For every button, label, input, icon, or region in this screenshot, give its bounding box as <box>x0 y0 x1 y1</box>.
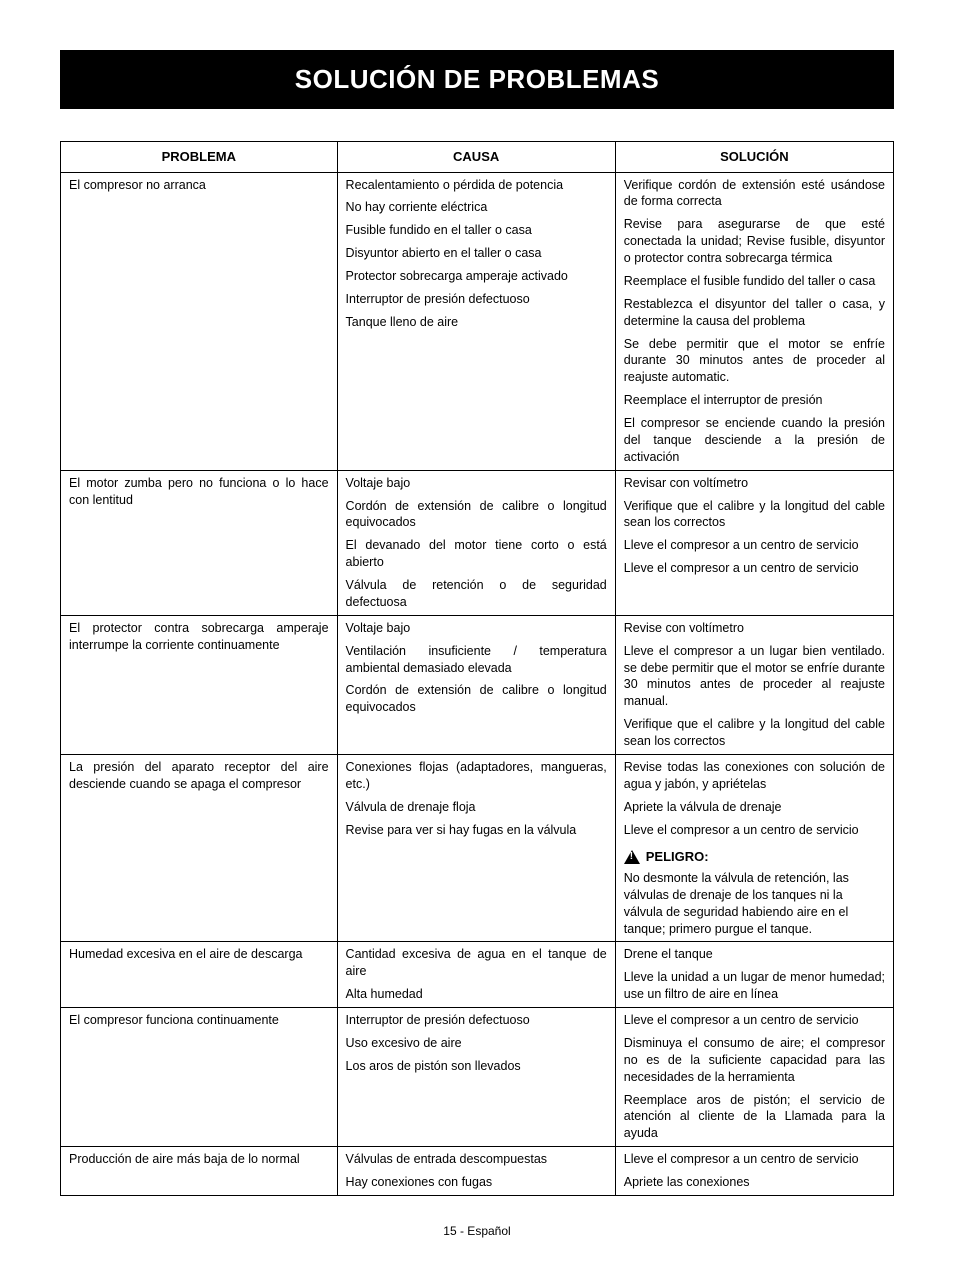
causa-item: Cantidad excesiva de agua en el tanque d… <box>346 946 607 980</box>
causa-item: Voltaje bajo <box>346 475 607 492</box>
solucion-item: Revise con voltímetro <box>624 620 885 637</box>
cell-solucion: Revise con voltímetro Lleve el compresor … <box>615 615 893 754</box>
col-header-problema: PROBLEMA <box>61 142 338 173</box>
cell-causa: Conexiones flojas (adaptadores, manguera… <box>337 754 615 942</box>
causa-item: Los aros de pistón son llevados <box>346 1058 607 1075</box>
solucion-item: Restablezca el disyuntor del taller o ca… <box>624 296 885 330</box>
solucion-item: Apriete las conexiones <box>624 1174 885 1191</box>
warning-header: PELIGRO: <box>624 848 885 866</box>
solucion-item: Reemplace el fusible fundido del taller … <box>624 273 885 290</box>
solucion-item: Revise para asegurarse de que esté conec… <box>624 216 885 267</box>
causa-item: Fusible fundido en el taller o casa <box>346 222 607 239</box>
warning-triangle-icon <box>624 850 640 864</box>
col-header-solucion: SOLUCIÓN <box>615 142 893 173</box>
solucion-item: Revisar con voltímetro <box>624 475 885 492</box>
solucion-item: Reemplace el interruptor de presión <box>624 392 885 409</box>
page-title: SOLUCIÓN DE PROBLEMAS <box>60 50 894 109</box>
document-page: SOLUCIÓN DE PROBLEMAS PROBLEMA CAUSA SOL… <box>0 0 954 1268</box>
cell-problema: El compresor no arranca <box>61 172 338 470</box>
causa-item: Cordón de extensión de calibre o longitu… <box>346 498 607 532</box>
solucion-item: Lleve el compresor a un centro de servic… <box>624 1012 885 1029</box>
solucion-item: Verifique que el calibre y la longitud d… <box>624 498 885 532</box>
causa-item: Tanque lleno de aire <box>346 314 607 331</box>
causa-item: Interruptor de presión defectuoso <box>346 291 607 308</box>
cell-problema: Humedad excesiva en el aire de descarga <box>61 942 338 1008</box>
cell-solucion: Verifique cordón de extensión esté usánd… <box>615 172 893 470</box>
causa-item: Válvulas de entrada descompuestas <box>346 1151 607 1168</box>
causa-item: Voltaje bajo <box>346 620 607 637</box>
table-row: La presión del aparato receptor del aire… <box>61 754 894 942</box>
causa-item: Protector sobrecarga amperaje activado <box>346 268 607 285</box>
solucion-item: Drene el tanque <box>624 946 885 963</box>
cell-solucion: Drene el tanque Lleve la unidad a un luga… <box>615 942 893 1008</box>
solucion-item: Verifique cordón de extensión esté usánd… <box>624 177 885 211</box>
page-footer: 15 - Español <box>60 1224 894 1238</box>
causa-item: Recalentamiento o pérdida de potencia <box>346 177 607 194</box>
causa-item: Cordón de extensión de calibre o longitu… <box>346 682 607 716</box>
table-row: El protector contra sobrecarga amperaje … <box>61 615 894 754</box>
warning-text: No desmonte la válvula de retención, las… <box>624 870 885 938</box>
solucion-item: Lleve el compresor a un centro de servic… <box>624 537 885 554</box>
table-row: Humedad excesiva en el aire de descargaC… <box>61 942 894 1008</box>
cell-causa: Voltaje bajo Ventilación insuficiente / t… <box>337 615 615 754</box>
causa-item: No hay corriente eléctrica <box>346 199 607 216</box>
col-header-causa: CAUSA <box>337 142 615 173</box>
cell-solucion: Revisar con voltímetro Verifique que el c… <box>615 470 893 615</box>
solucion-item: Se debe permitir que el motor se enfríe … <box>624 336 885 387</box>
solucion-item: Verifique que el calibre y la longitud d… <box>624 716 885 750</box>
cell-causa: Interruptor de presión defectuoso Uso exc… <box>337 1008 615 1147</box>
cell-causa: Voltaje bajo Cordón de extensión de calib… <box>337 470 615 615</box>
causa-item: Disyuntor abierto en el taller o casa <box>346 245 607 262</box>
causa-item: Válvula de drenaje floja <box>346 799 607 816</box>
solucion-item: Disminuya el consumo de aire; el compres… <box>624 1035 885 1086</box>
table-body: El compresor no arrancaRecalentamiento o… <box>61 172 894 1195</box>
cell-causa: Recalentamiento o pérdida de potencia No … <box>337 172 615 470</box>
causa-item: Revise para ver si hay fugas en la válvu… <box>346 822 607 839</box>
solucion-item: El compresor se enciende cuando la presi… <box>624 415 885 466</box>
cell-problema: El motor zumba pero no funciona o lo hac… <box>61 470 338 615</box>
table-row: El motor zumba pero no funciona o lo hac… <box>61 470 894 615</box>
causa-item: Uso excesivo de aire <box>346 1035 607 1052</box>
troubleshooting-table: PROBLEMA CAUSA SOLUCIÓN El compresor no … <box>60 141 894 1196</box>
cell-solucion: Lleve el compresor a un centro de servic… <box>615 1008 893 1147</box>
causa-item: Interruptor de presión defectuoso <box>346 1012 607 1029</box>
cell-problema: El protector contra sobrecarga amperaje … <box>61 615 338 754</box>
cell-causa: Válvulas de entrada descompuestas Hay con… <box>337 1147 615 1196</box>
warning-label: PELIGRO: <box>646 848 709 866</box>
solucion-item: Revise todas las conexiones con solución… <box>624 759 885 793</box>
causa-item: Alta humedad <box>346 986 607 1003</box>
solucion-item: Lleve la unidad a un lugar de menor hume… <box>624 969 885 1003</box>
causa-item: Conexiones flojas (adaptadores, manguera… <box>346 759 607 793</box>
solucion-item: Lleve el compresor a un centro de servic… <box>624 560 885 577</box>
table-row: El compresor funciona continuamenteInter… <box>61 1008 894 1147</box>
cell-problema: La presión del aparato receptor del aire… <box>61 754 338 942</box>
cell-problema: El compresor funciona continuamente <box>61 1008 338 1147</box>
table-row: Producción de aire más baja de lo normal… <box>61 1147 894 1196</box>
cell-solucion: Revise todas las conexiones con solución… <box>615 754 893 942</box>
cell-solucion: Lleve el compresor a un centro de servic… <box>615 1147 893 1196</box>
table-header-row: PROBLEMA CAUSA SOLUCIÓN <box>61 142 894 173</box>
solucion-item: Apriete la válvula de drenaje <box>624 799 885 816</box>
solucion-item: Lleve el compresor a un centro de servic… <box>624 1151 885 1168</box>
causa-item: Ventilación insuficiente / temperatura a… <box>346 643 607 677</box>
cell-causa: Cantidad excesiva de agua en el tanque d… <box>337 942 615 1008</box>
solucion-item: Lleve el compresor a un lugar bien venti… <box>624 643 885 711</box>
causa-item: El devanado del motor tiene corto o está… <box>346 537 607 571</box>
solucion-item: Lleve el compresor a un centro de servic… <box>624 822 885 839</box>
causa-item: Válvula de retención o de seguridad defe… <box>346 577 607 611</box>
table-row: El compresor no arrancaRecalentamiento o… <box>61 172 894 470</box>
causa-item: Hay conexiones con fugas <box>346 1174 607 1191</box>
cell-problema: Producción de aire más baja de lo normal <box>61 1147 338 1196</box>
solucion-item: Reemplace aros de pistón; el servicio de… <box>624 1092 885 1143</box>
